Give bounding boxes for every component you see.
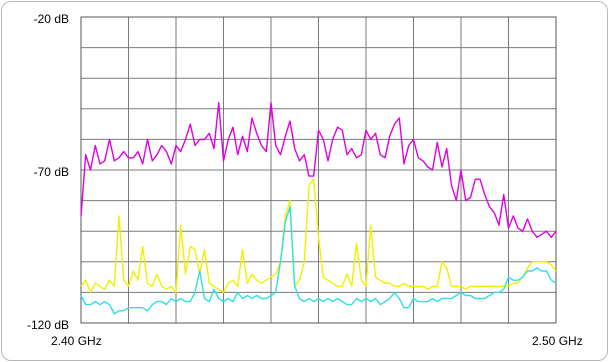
grid	[80, 16, 557, 324]
x-tick-label-right: 2.50 GHz	[532, 334, 583, 348]
series-line-1	[80, 101, 557, 239]
series-line-3	[80, 205, 557, 315]
y-tick-label-bottom: -120 dB	[27, 318, 69, 332]
y-tick-label-mid: -70 dB	[34, 165, 69, 179]
series-layer	[80, 101, 557, 315]
y-tick-label-top: -20 dB	[34, 12, 69, 26]
plot-area-border	[80, 16, 557, 324]
x-tick-label-left: 2.40 GHz	[51, 334, 102, 348]
plot-border	[80, 16, 557, 324]
series-line-2	[80, 178, 557, 294]
